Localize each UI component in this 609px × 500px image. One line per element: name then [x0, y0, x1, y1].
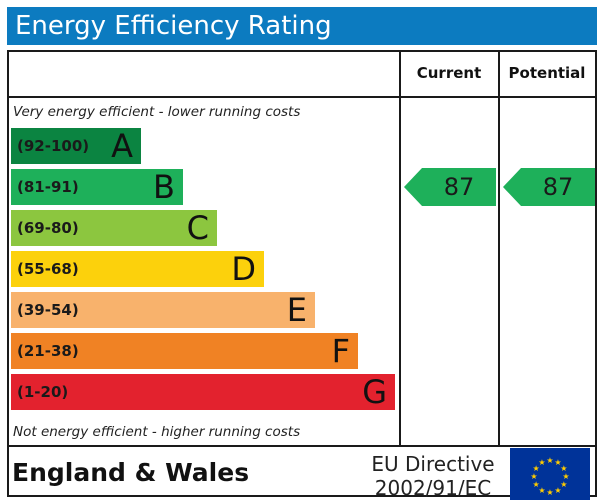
eu-star-icon: ★: [554, 486, 561, 495]
current-rating-value: 87: [422, 168, 496, 206]
band-range-label: (1-20): [17, 374, 68, 410]
band-letter-label: D: [231, 251, 256, 287]
eu-directive: EU Directive 2002/91/EC: [363, 452, 503, 500]
band-letter-label: B: [153, 169, 175, 205]
band-g: (1-20) G: [11, 374, 395, 410]
eu-flag-icon: ★ ★★★★★★★★★★★: [510, 448, 590, 500]
potential-rating-value: 87: [521, 168, 595, 206]
column-header-potential: Potential: [499, 64, 595, 82]
band-letter-label: G: [362, 374, 387, 410]
band-b: (81-91) B: [11, 169, 183, 205]
band-f: (21-38) F: [11, 333, 358, 369]
rating-frame: Current Potential Very energy efficient …: [7, 50, 597, 497]
band-a: (92-100) A: [11, 128, 141, 164]
band-letter-label: E: [287, 292, 307, 328]
band-range-label: (92-100): [17, 128, 89, 164]
potential-rating-arrow: 87: [503, 168, 595, 206]
band-letter-label: F: [332, 333, 350, 369]
divider-current: [399, 52, 401, 445]
eu-directive-line2: 2002/91/EC: [363, 476, 503, 500]
chart-title: Energy Efficiency Rating: [7, 7, 597, 45]
divider-potential: [498, 52, 500, 445]
eu-directive-line1: EU Directive: [363, 452, 503, 476]
eu-star-icon: ★: [533, 480, 540, 489]
eu-star-icon: ★: [530, 472, 537, 481]
band-e: (39-54) E: [11, 292, 315, 328]
eu-star-icon: ★: [546, 456, 553, 465]
footer-divider: [9, 445, 595, 447]
band-range-label: (81-91): [17, 169, 79, 205]
eu-star-icon: ★: [546, 488, 553, 497]
band-range-label: (55-68): [17, 251, 79, 287]
band-letter-label: C: [187, 210, 209, 246]
band-range-label: (69-80): [17, 210, 79, 246]
eu-star-icon: ★: [538, 458, 545, 467]
header-divider: [9, 96, 595, 98]
current-rating-arrow: 87: [404, 168, 496, 206]
band-range-label: (21-38): [17, 333, 79, 369]
band-d: (55-68) D: [11, 251, 264, 287]
band-letter-label: A: [111, 128, 133, 164]
column-header-current: Current: [400, 64, 498, 82]
band-range-label: (39-54): [17, 292, 79, 328]
caption-efficient: Very energy efficient - lower running co…: [13, 104, 300, 120]
band-c: (69-80) C: [11, 210, 217, 246]
caption-inefficient: Not energy efficient - higher running co…: [13, 424, 300, 440]
region-label: England & Wales: [12, 458, 249, 487]
